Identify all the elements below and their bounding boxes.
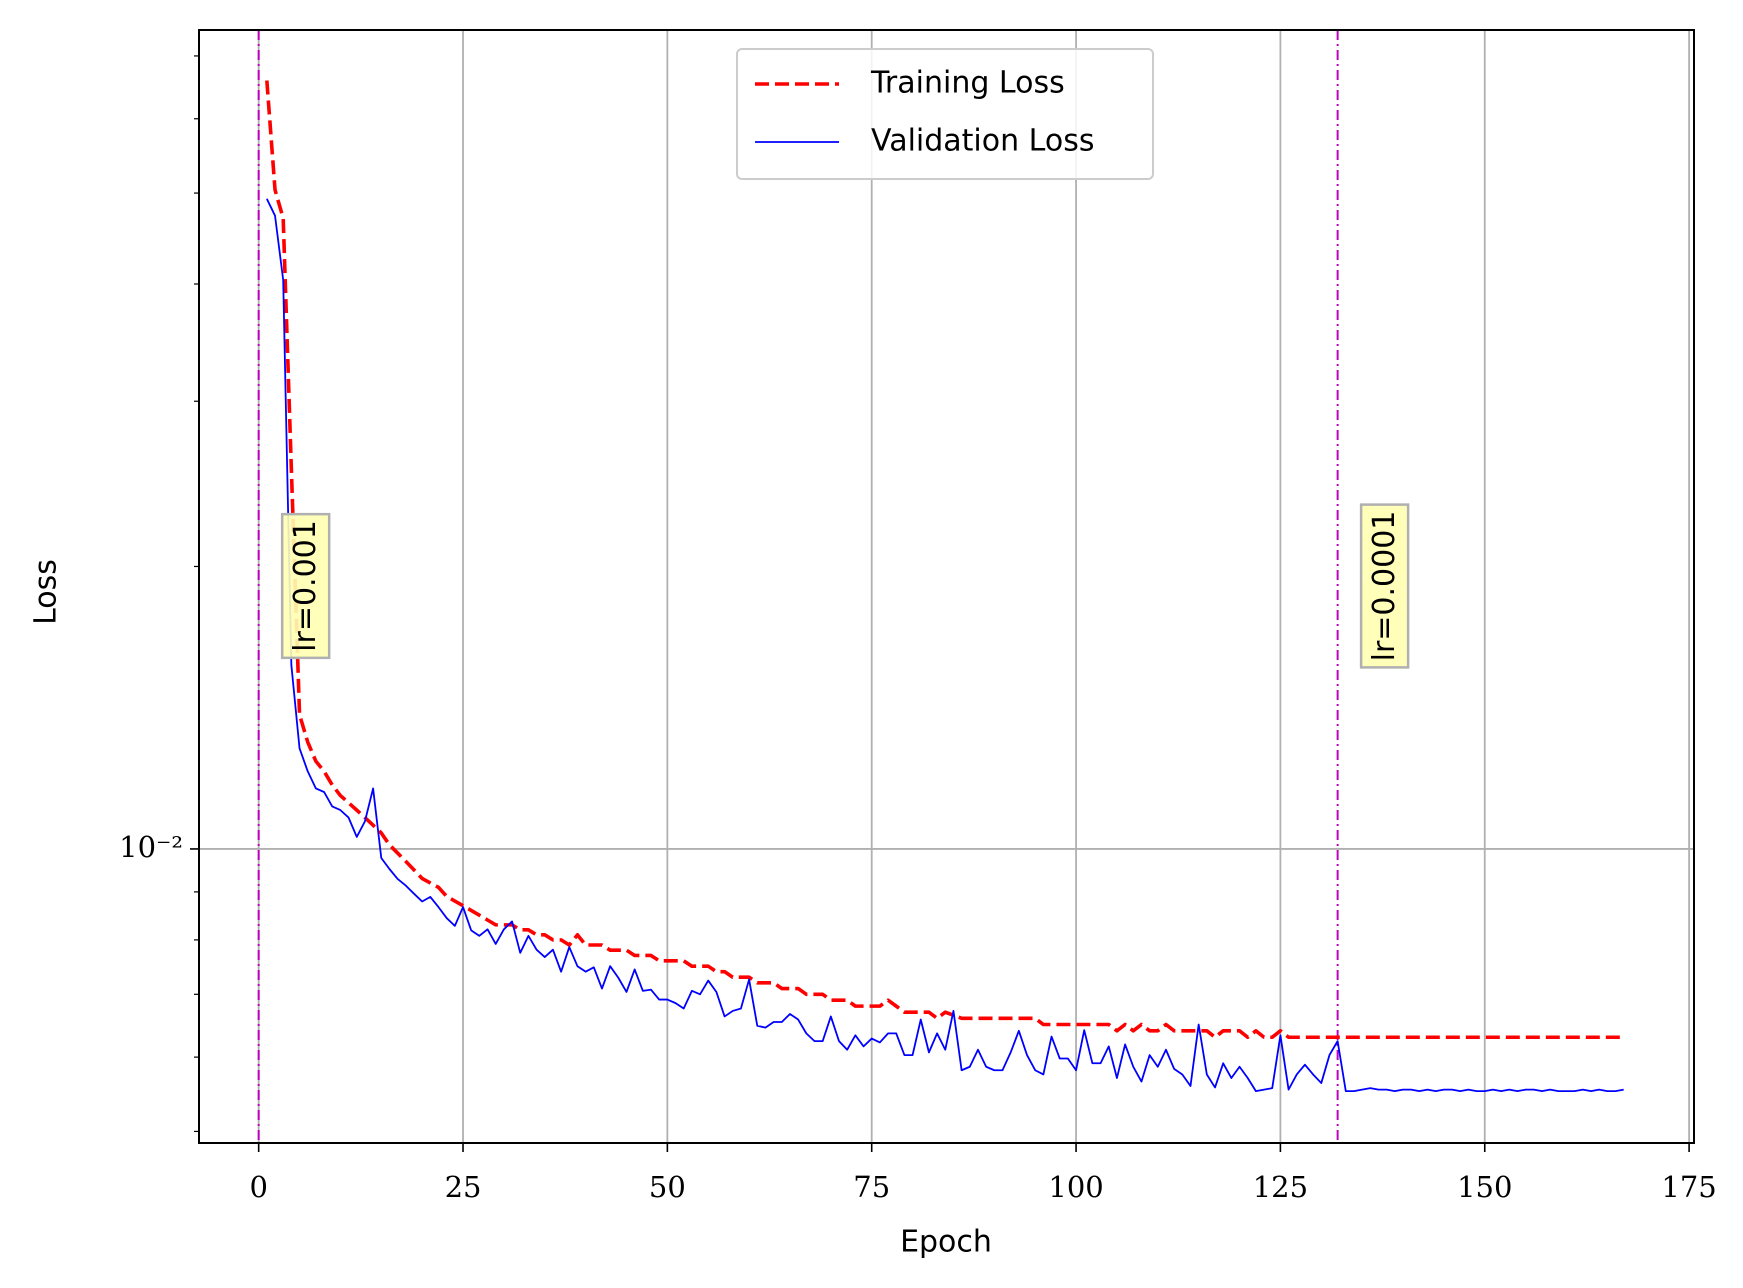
x-tick-label: 100 — [1048, 1170, 1103, 1204]
axes-frame — [198, 29, 1695, 1144]
legend-label: Training Loss — [870, 66, 1065, 101]
annotation: lr=0.001 — [280, 512, 331, 660]
annotation-box — [1359, 503, 1410, 669]
x-tick-label: 175 — [1661, 1170, 1716, 1204]
annotation: lr=0.0001 — [1359, 503, 1410, 669]
x-tick-label: 0 — [249, 1170, 267, 1204]
x-tick-label: 50 — [649, 1170, 686, 1204]
x-tick-label: 125 — [1253, 1170, 1308, 1204]
annotation-box — [280, 512, 331, 660]
legend-box — [736, 48, 1154, 180]
legend-label: Validation Loss — [871, 124, 1094, 159]
y-axis-label: Loss — [29, 559, 64, 625]
annotation-label: lr=0.001 — [288, 520, 323, 652]
series-line — [265, 80, 1624, 1040]
x-tick-label: 75 — [853, 1170, 890, 1204]
y-tick-label: 10⁻² — [119, 830, 183, 864]
x-tick-label: 25 — [445, 1170, 482, 1204]
annotation-label: lr=0.0001 — [1367, 511, 1402, 662]
series-line — [266, 198, 1624, 1093]
x-tick-label: 150 — [1457, 1170, 1512, 1204]
x-axis-label: Epoch — [900, 1225, 992, 1260]
